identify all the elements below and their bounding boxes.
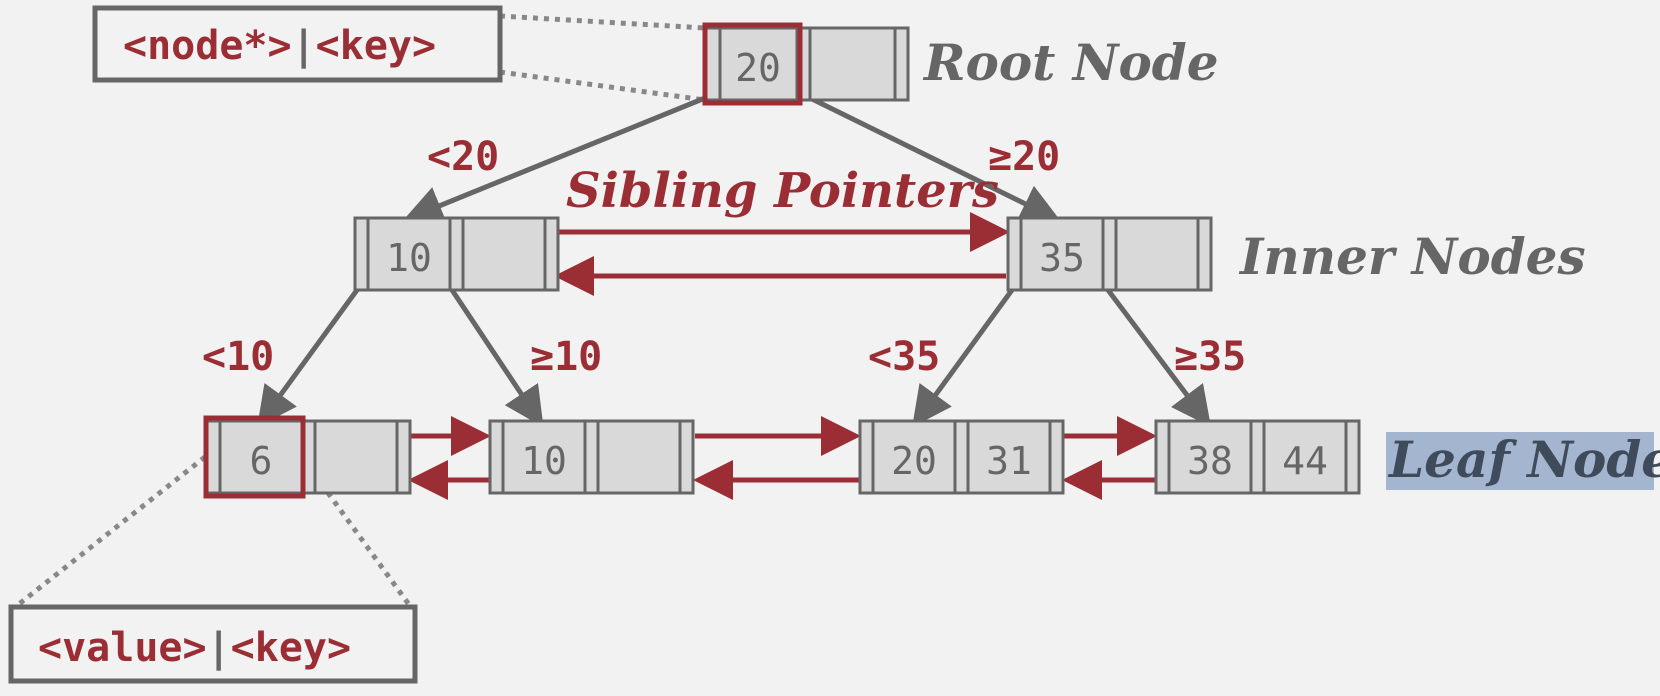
svg-text:<node*>|<key>: <node*>|<key> [123, 23, 436, 70]
callout-bottom-left: <value> [38, 625, 207, 671]
edge-inner-left-to-leaf-2 [449, 288, 544, 428]
inner-right-key-1: 35 [1039, 236, 1085, 280]
leaf-nodes-label: Leaf Nodes [1387, 430, 1660, 489]
sibling-pointers [408, 212, 1157, 500]
root-node-label: Root Node [922, 33, 1219, 92]
callout-bottom-sep: | [207, 625, 231, 672]
leaf-node-4: 38 44 [1154, 419, 1361, 495]
edge-root-to-inner-left [402, 95, 706, 225]
callout-top-sep: | [292, 23, 316, 70]
callout-connectors [12, 13, 706, 610]
leaf-1-key-1: 6 [250, 439, 273, 483]
tree-edges [257, 95, 1212, 428]
edge-inner-right-to-leaf-4 [1106, 288, 1212, 427]
label-inner-left-left: <10 [202, 334, 274, 380]
label-inner-right-right: ≥35 [1174, 334, 1246, 380]
sibling-pointers-label: Sibling Pointers [566, 163, 999, 219]
edge-inner-right-to-leaf-3 [912, 288, 1015, 428]
leaf-3-key-1: 20 [891, 439, 937, 483]
callout-top-left: <node*> [123, 23, 292, 69]
leaf-node-2: 10 [488, 419, 695, 495]
inner-nodes-label: Inner Nodes [1238, 227, 1586, 286]
callout-bottom-right: <key> [231, 625, 351, 671]
svg-text:<value>|<key>: <value>|<key> [38, 625, 351, 672]
inner-node-left: 10 [353, 216, 560, 292]
leaf-node-3: 20 31 [858, 419, 1065, 495]
label-root-right: ≥20 [988, 134, 1060, 180]
label-inner-left-right: ≥10 [530, 334, 602, 380]
edge-labels: <20 ≥20 <10 ≥10 <35 ≥35 [202, 134, 1246, 380]
leaf-3-key-2: 31 [986, 439, 1032, 483]
edge-inner-left-to-leaf-1 [257, 288, 360, 428]
callout-box-bottom: <value>|<key> [8, 604, 418, 684]
callout-top-right: <key> [316, 23, 436, 69]
edge-root-to-inner-right [808, 95, 1061, 222]
inner-left-key-1: 10 [386, 236, 432, 280]
leaf-2-key-1: 10 [521, 439, 567, 483]
leaf-nodes-highlight [1386, 432, 1654, 490]
root-highlight-cell [702, 22, 803, 106]
root-key-1: 20 [735, 46, 781, 90]
root-node: 20 [702, 22, 910, 106]
leaf-4-key-1: 38 [1187, 439, 1233, 483]
label-root-left: <20 [427, 134, 499, 180]
leaf-4-key-2: 44 [1282, 439, 1328, 483]
callout-box-top: <node*>|<key> [92, 5, 503, 83]
leaf-highlight-cell [203, 415, 306, 499]
inner-node-right: 35 [1006, 216, 1213, 292]
leaf-node-1: 6 [203, 415, 412, 499]
label-inner-right-left: <35 [868, 334, 940, 380]
